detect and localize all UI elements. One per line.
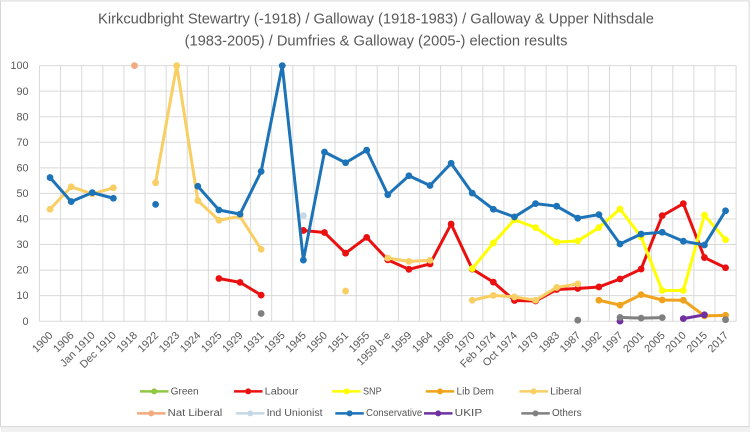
svg-text:Nat Liberal: Nat Liberal bbox=[168, 408, 223, 419]
svg-text:70: 70 bbox=[16, 137, 28, 149]
svg-text:Liberal: Liberal bbox=[550, 387, 581, 398]
svg-text:10: 10 bbox=[16, 290, 28, 302]
svg-text:100: 100 bbox=[10, 60, 28, 72]
svg-text:Conservative: Conservative bbox=[366, 408, 423, 419]
svg-text:Green: Green bbox=[171, 387, 199, 398]
svg-text:(1983-2005) / Dumfries & Gallo: (1983-2005) / Dumfries & Galloway (2005-… bbox=[185, 33, 568, 49]
svg-text:90: 90 bbox=[16, 86, 28, 98]
svg-text:Others: Others bbox=[552, 408, 582, 419]
svg-text:80: 80 bbox=[16, 111, 28, 123]
svg-text:Labour: Labour bbox=[265, 387, 299, 398]
svg-text:Lib Dem: Lib Dem bbox=[457, 387, 494, 398]
svg-text:60: 60 bbox=[16, 162, 28, 174]
svg-text:Kirkcudbright Stewartry (-1918: Kirkcudbright Stewartry (-1918) / Gallow… bbox=[98, 12, 654, 28]
svg-text:UKIP: UKIP bbox=[455, 408, 483, 419]
svg-text:40: 40 bbox=[16, 214, 28, 226]
svg-text:50: 50 bbox=[16, 188, 28, 200]
svg-text:SNP: SNP bbox=[363, 387, 382, 398]
svg-text:30: 30 bbox=[16, 239, 28, 251]
svg-text:0: 0 bbox=[22, 316, 28, 328]
svg-text:20: 20 bbox=[16, 265, 28, 277]
svg-text:Ind Unionist: Ind Unionist bbox=[267, 408, 323, 419]
